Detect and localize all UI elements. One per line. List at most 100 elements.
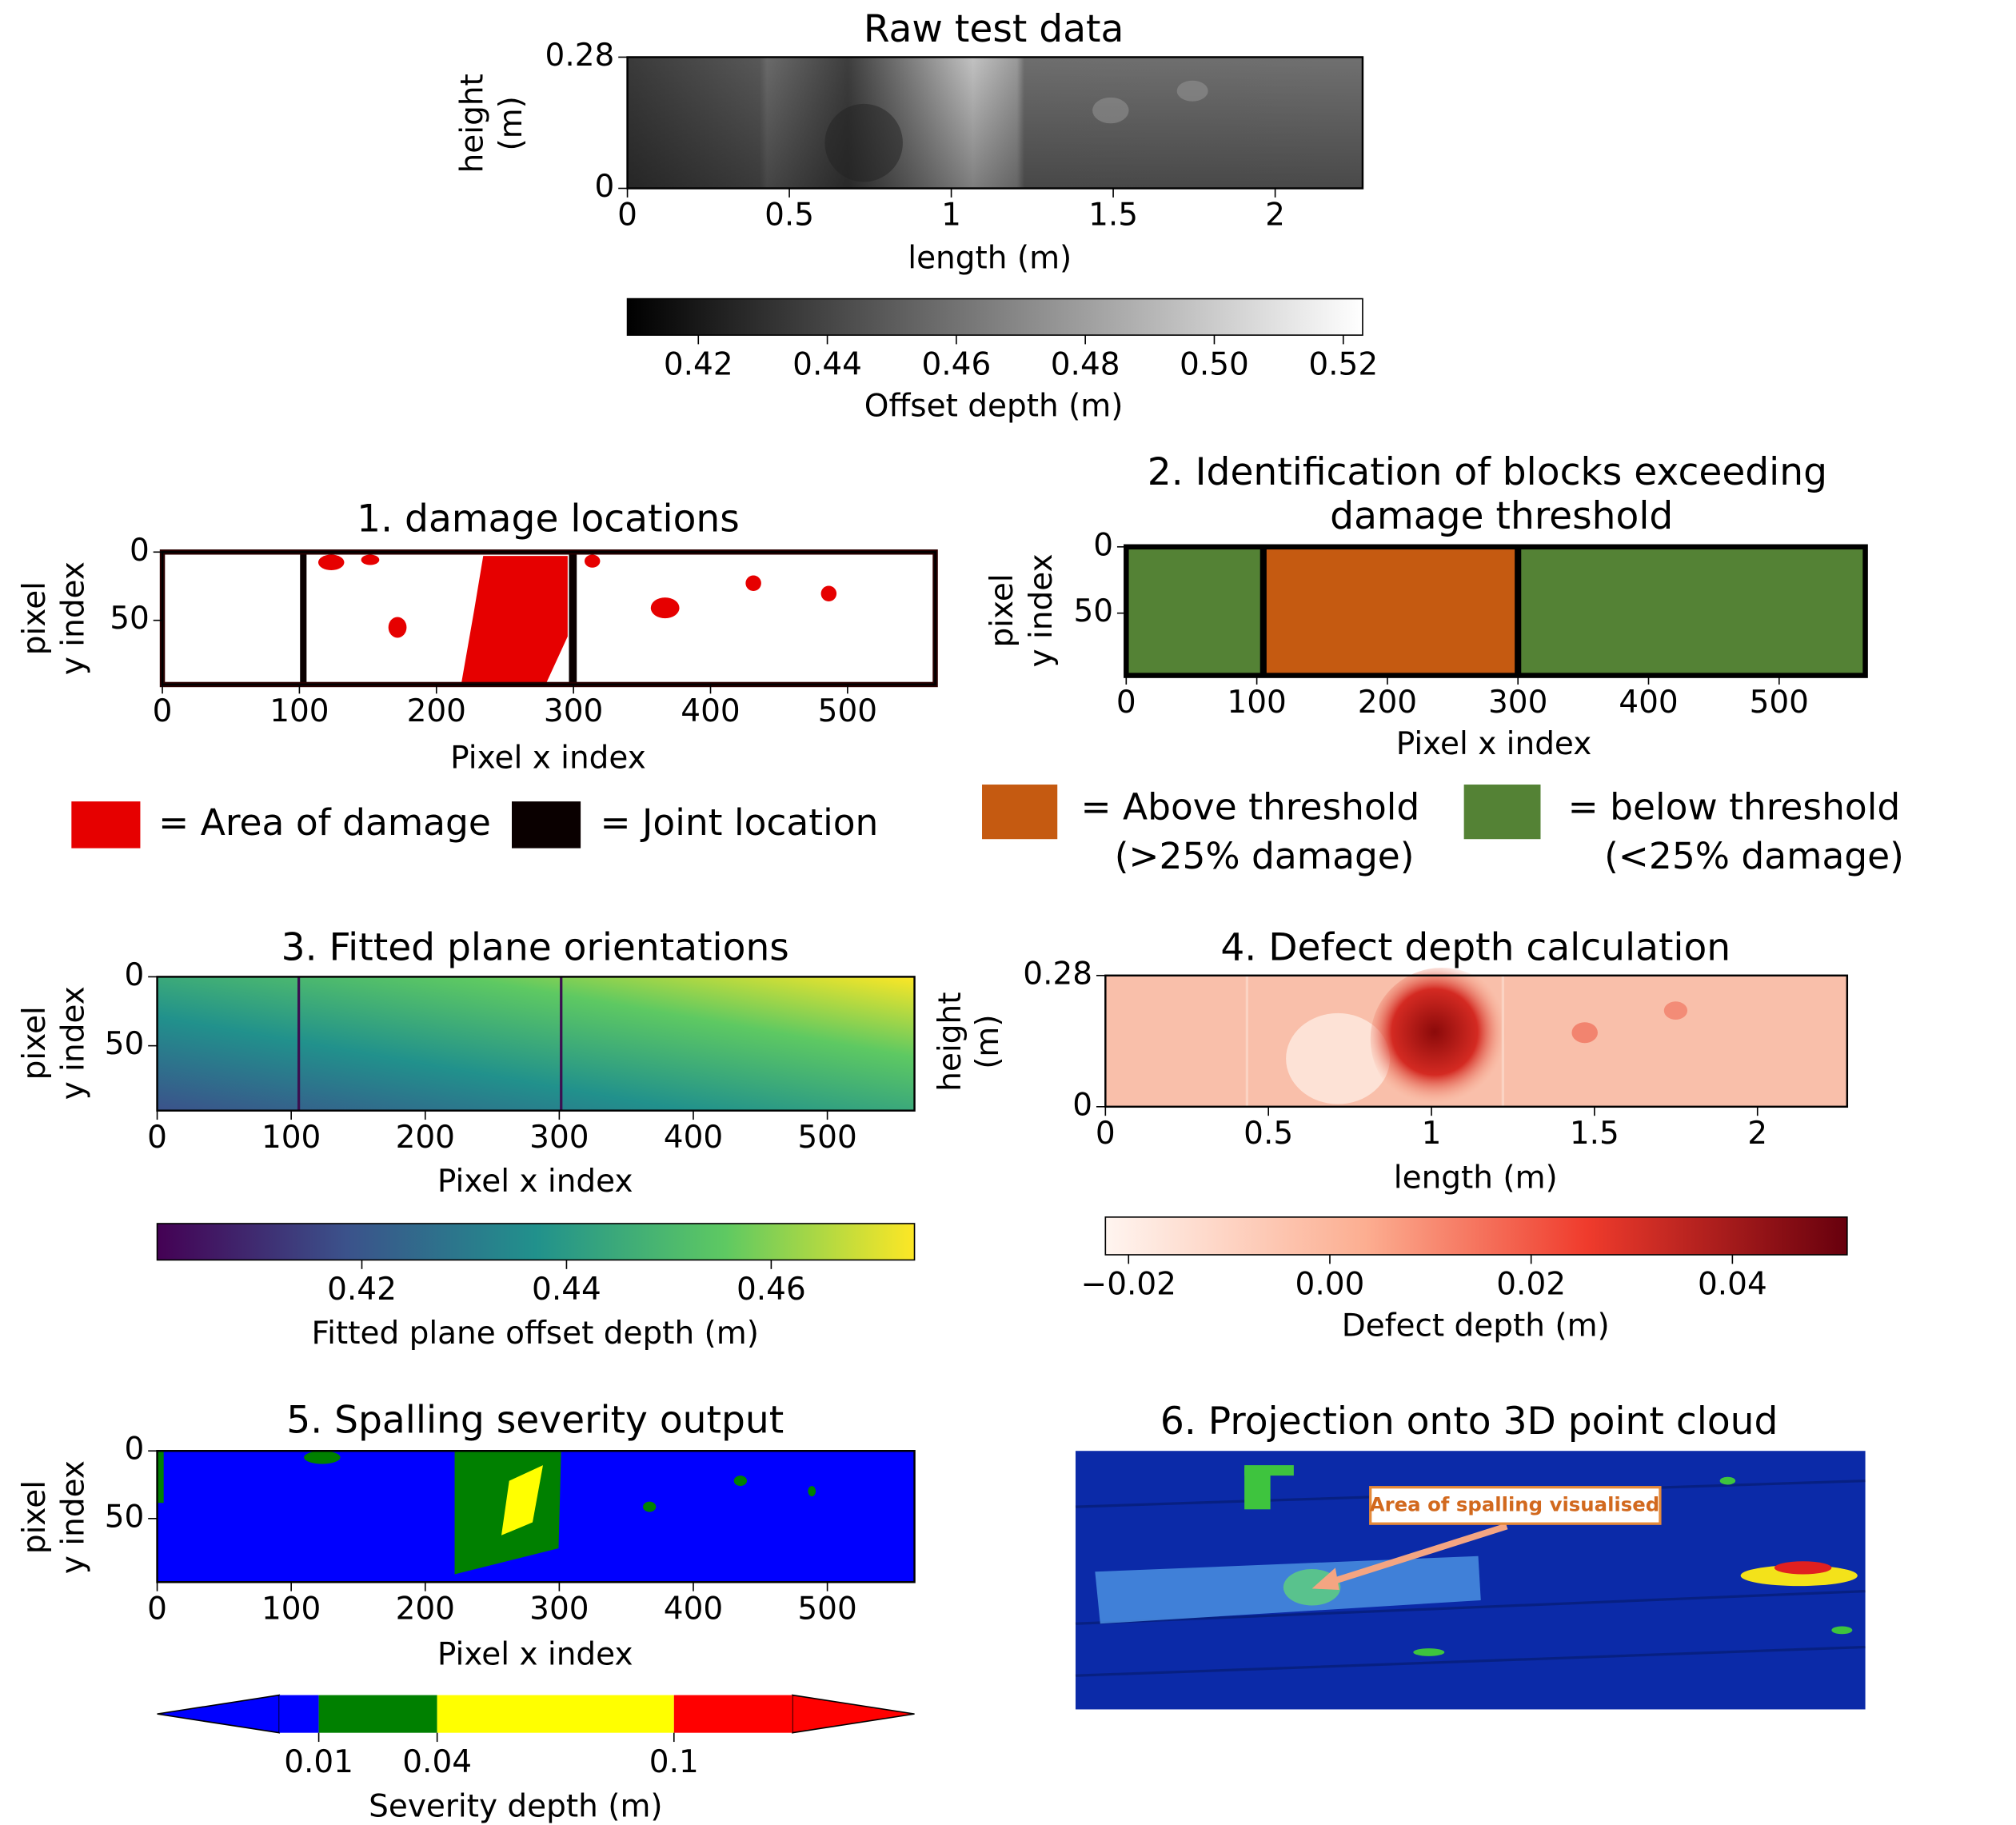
x-tick-label: 500 xyxy=(797,1591,856,1627)
legend-label: (>25% damage) xyxy=(1115,835,1415,877)
y-tick-label: 50 xyxy=(1073,593,1113,629)
y-axis-label: y index xyxy=(56,1460,92,1574)
x-tick-label: 100 xyxy=(1227,685,1286,721)
x-axis-label: length (m) xyxy=(1394,1160,1558,1196)
x-tick-label: 0.5 xyxy=(764,198,814,234)
y-tick-label: 0.28 xyxy=(1023,956,1092,992)
y-tick-label: 50 xyxy=(105,1026,145,1062)
legend-swatch xyxy=(982,785,1058,840)
panel-title: 3. Fitted plane orientations xyxy=(281,925,789,969)
legend-label: = below threshold xyxy=(1568,785,1901,828)
y-tick-label: 0 xyxy=(130,533,150,569)
colorbar-tick-label: 0.01 xyxy=(284,1744,353,1780)
colorbar-tick-label: 0.42 xyxy=(664,347,733,383)
panel-title: 6. Projection onto 3D point cloud xyxy=(1160,1400,1778,1444)
y-axis-label: (m) xyxy=(970,1014,1006,1068)
point-cloud-image xyxy=(1075,1451,1866,1710)
y-axis-label: y index xyxy=(1024,553,1060,667)
x-tick-label: 0.5 xyxy=(1244,1116,1293,1152)
x-tick-label: 0 xyxy=(147,1591,167,1627)
x-tick-label: 300 xyxy=(1488,685,1547,721)
x-tick-label: 1.5 xyxy=(1570,1116,1619,1152)
x-axis-label: length (m) xyxy=(908,240,1072,276)
x-tick-label: 200 xyxy=(396,1591,455,1627)
x-tick-label: 0 xyxy=(147,1120,167,1156)
plot-frame xyxy=(156,1450,916,1583)
colorbar-tick-label: 0.48 xyxy=(1051,347,1120,383)
colorbar-segment xyxy=(673,1695,792,1733)
colorbar-tick-label: −0.02 xyxy=(1081,1266,1176,1302)
panel-title: 1. damage locations xyxy=(357,497,740,541)
colorbar-tick-label: 0.42 xyxy=(327,1272,397,1308)
y-axis-label: height xyxy=(454,74,490,173)
plot-frame xyxy=(161,551,936,686)
defect-image xyxy=(1105,968,1847,1111)
colorbar xyxy=(156,1223,916,1261)
colorbar-label: Defect depth (m) xyxy=(1342,1308,1610,1344)
x-tick-label: 300 xyxy=(544,693,603,729)
y-axis-label: pixel xyxy=(984,573,1020,647)
x-tick-label: 1 xyxy=(941,198,961,234)
x-tick-label: 0 xyxy=(1116,685,1136,721)
legend-label: = Above threshold xyxy=(1080,785,1419,828)
y-tick-label: 50 xyxy=(105,1499,145,1535)
x-tick-label: 300 xyxy=(529,1120,589,1156)
legend-label: = Joint location xyxy=(600,801,878,844)
x-tick-label: 0 xyxy=(153,693,173,729)
colorbar-tick-label: 0.1 xyxy=(649,1744,699,1780)
x-tick-label: 400 xyxy=(1619,685,1678,721)
y-tick-label: 0 xyxy=(1093,527,1113,563)
colorbar-segment xyxy=(279,1695,319,1733)
legend-label: (<25% damage) xyxy=(1604,835,1904,877)
colorbar-tick-label: 0.46 xyxy=(921,347,991,383)
x-tick-label: 500 xyxy=(797,1120,856,1156)
y-tick-label: 0.28 xyxy=(545,38,615,74)
x-tick-label: 500 xyxy=(1750,685,1809,721)
block xyxy=(1126,546,1263,676)
raw-image xyxy=(627,57,1363,189)
y-tick-label: 0 xyxy=(125,1432,145,1468)
y-axis-label: pixel xyxy=(17,1006,53,1080)
x-tick-label: 200 xyxy=(396,1120,455,1156)
colorbar-label: Severity depth (m) xyxy=(369,1788,663,1824)
x-axis-label: Pixel x index xyxy=(437,1164,633,1200)
severity-image xyxy=(157,1451,915,1583)
plot-frame xyxy=(156,976,916,1112)
damage-image xyxy=(159,549,938,688)
colorbar-extend xyxy=(157,1694,281,1734)
panel-title: 4. Defect depth calculation xyxy=(1220,925,1731,969)
colorbar-tick-label: 0.46 xyxy=(737,1272,806,1308)
x-tick-label: 2 xyxy=(1265,198,1285,234)
plot-frame xyxy=(626,56,1364,190)
x-tick-label: 100 xyxy=(269,693,329,729)
colorbar xyxy=(1104,1216,1848,1256)
x-axis-label: Pixel x index xyxy=(450,741,646,777)
colorbar-tick-label: 0.00 xyxy=(1295,1266,1365,1302)
colorbar-tick-label: 0.44 xyxy=(532,1272,601,1308)
y-axis-label: pixel xyxy=(17,581,53,655)
block xyxy=(1518,546,1866,676)
y-tick-label: 0 xyxy=(595,169,615,205)
colorbar-tick-label: 0.50 xyxy=(1180,347,1249,383)
x-tick-label: 1.5 xyxy=(1088,198,1138,234)
x-tick-label: 100 xyxy=(261,1591,321,1627)
y-axis-label: (m) xyxy=(493,96,529,150)
x-tick-label: 200 xyxy=(407,693,466,729)
plot-frame xyxy=(1104,974,1849,1108)
y-tick-label: 50 xyxy=(110,601,150,637)
colorbar-segment xyxy=(318,1695,437,1733)
plot-frame xyxy=(1125,545,1866,677)
y-tick-label: 0 xyxy=(125,957,145,993)
x-tick-label: 0 xyxy=(617,198,637,234)
colorbar-tick-label: 0.52 xyxy=(1308,347,1378,383)
legend-swatch xyxy=(511,801,581,849)
x-tick-label: 400 xyxy=(664,1591,723,1627)
plane-image xyxy=(157,976,915,1111)
x-tick-label: 400 xyxy=(664,1120,723,1156)
x-tick-label: 100 xyxy=(261,1120,321,1156)
colorbar-segment xyxy=(437,1695,674,1733)
colorbar-tick-label: 0.04 xyxy=(1698,1266,1767,1302)
y-axis-label: y index xyxy=(56,561,92,675)
x-tick-label: 500 xyxy=(818,693,877,729)
block xyxy=(1263,546,1519,676)
